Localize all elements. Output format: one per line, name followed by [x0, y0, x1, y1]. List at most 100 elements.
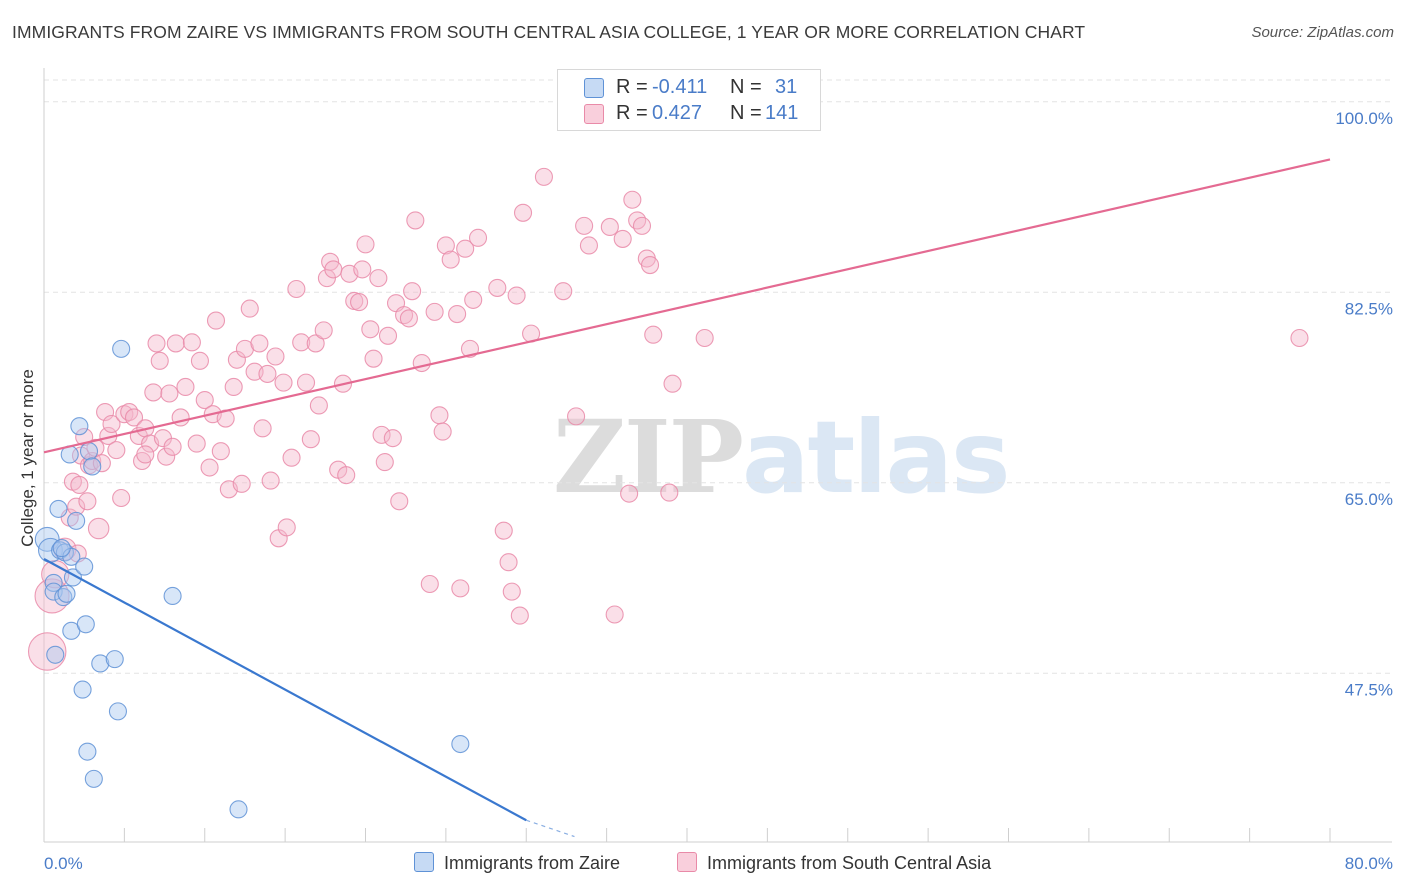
sca-point: [147, 334, 166, 353]
chart-title: IMMIGRANTS FROM ZAIRE VS IMMIGRANTS FROM…: [12, 22, 1086, 42]
sca-point: [390, 492, 409, 511]
x-tick-label-max: 80.0%: [1345, 854, 1393, 873]
y-axis-title: College, 1 year or more: [18, 369, 37, 547]
zaire-point: [67, 511, 86, 530]
legend-r-value-zaire: -0.411: [652, 76, 708, 98]
sca-point: [309, 396, 328, 415]
legend-row-zaire: R = -0.411 N = 31: [558, 76, 820, 100]
trend-layer: [43, 158, 1331, 838]
sca-point: [211, 442, 230, 461]
sca-point: [163, 437, 182, 456]
sca-point: [575, 216, 594, 235]
sca-point: [200, 458, 219, 477]
sca-point: [361, 320, 380, 339]
sca-point: [356, 235, 375, 254]
zaire-point: [76, 615, 95, 634]
sca-point: [502, 582, 521, 601]
sca-point: [399, 309, 418, 328]
sca-point: [353, 260, 372, 279]
sca-point: [195, 390, 214, 410]
legend-n-value-sca: 141: [765, 102, 799, 124]
sca-point: [513, 203, 533, 222]
sca-point: [364, 349, 383, 368]
sca-point: [78, 492, 97, 511]
sca-point: [350, 293, 369, 312]
sca-point: [628, 211, 647, 230]
zaire-point: [105, 650, 124, 669]
zaire-point: [108, 702, 127, 721]
zaire-point: [57, 584, 76, 603]
zaire-point: [70, 417, 89, 436]
sca-point: [292, 333, 311, 352]
sca-point: [430, 406, 449, 425]
sca-point: [375, 453, 394, 472]
sca-point: [448, 304, 467, 324]
sca-point: [623, 190, 642, 209]
sca-point: [274, 373, 293, 392]
bottom-legend-label-zaire: Immigrants from Zaire: [444, 853, 621, 873]
sca-point: [510, 606, 529, 625]
sca-point: [420, 574, 439, 594]
sca-point: [1290, 328, 1309, 348]
legend-n-label: N =: [730, 102, 762, 124]
legend-row-sca: R = 0.427 N = 141: [558, 102, 820, 126]
zaire-point: [451, 734, 470, 754]
sca-point: [296, 373, 316, 392]
zaire-point: [78, 742, 97, 761]
zaire-trend-extension: [526, 819, 575, 838]
sca-point: [406, 211, 425, 230]
legend-swatch-sca: [584, 104, 604, 124]
y-tick-label: 100.0%: [1335, 109, 1393, 128]
sca-point: [632, 216, 652, 235]
sca-point: [120, 402, 139, 422]
sca-point: [258, 364, 277, 383]
source-label[interactable]: Source: ZipAtlas.com: [1251, 24, 1394, 41]
sca-point: [253, 419, 272, 438]
zaire-point: [46, 645, 65, 664]
sca-point: [187, 434, 206, 453]
sca-point: [115, 405, 134, 424]
zaire-point: [83, 457, 102, 476]
zaire-point: [75, 557, 94, 576]
sca-point: [87, 517, 110, 540]
sca-point: [554, 282, 573, 301]
y-tick-label: 47.5%: [1345, 680, 1393, 699]
sca-point: [102, 414, 121, 434]
sca-point: [240, 299, 259, 318]
bottom-legend-sca[interactable]: Immigrants from South Central Asia: [677, 852, 991, 874]
zaire-trend-line: [43, 558, 527, 822]
sca-point: [92, 454, 111, 473]
bottom-legend-label-sca: Immigrants from South Central Asia: [707, 853, 992, 873]
sca-point: [301, 430, 320, 449]
y-tick-label: 82.5%: [1345, 299, 1393, 318]
sca-point: [157, 447, 176, 466]
sca-point: [182, 333, 201, 352]
sca-point: [67, 497, 86, 516]
sca-point: [250, 334, 269, 353]
sca-point: [112, 488, 131, 508]
bottom-legend-swatch-zaire: [414, 852, 434, 872]
y-tick-label: 65.0%: [1345, 490, 1393, 509]
sca-point: [136, 445, 155, 464]
sca-point: [224, 377, 243, 397]
sca-point: [383, 429, 402, 448]
sca-point: [534, 167, 553, 186]
sca-point: [494, 521, 513, 540]
bottom-legend-zaire[interactable]: Immigrants from Zaire: [414, 852, 620, 874]
sca-point: [176, 377, 195, 397]
zaire-point: [84, 769, 103, 788]
sca-point: [433, 422, 452, 441]
zaire-point: [112, 339, 131, 358]
zaire-point: [54, 588, 73, 607]
sca-point: [190, 351, 209, 370]
sca-point: [640, 256, 660, 275]
sca-point: [395, 306, 414, 325]
sca-point: [160, 384, 179, 403]
sca-point: [150, 351, 169, 370]
sca-point: [451, 579, 470, 598]
sca-point: [567, 407, 586, 426]
zaire-point: [229, 800, 248, 819]
sca-point: [277, 518, 296, 537]
sca-point: [441, 250, 460, 269]
